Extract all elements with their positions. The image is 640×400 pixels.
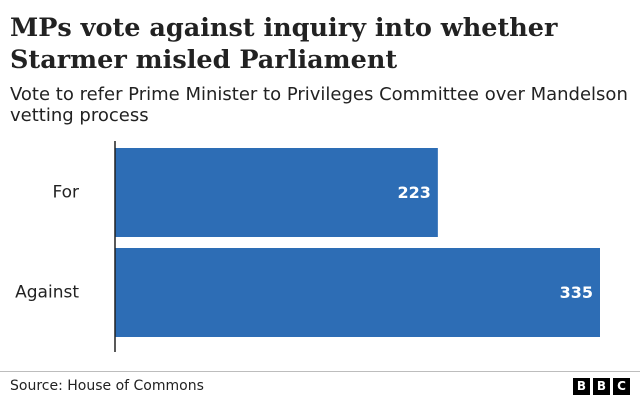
- value-label: 335: [560, 283, 593, 302]
- bar-against: [115, 248, 600, 337]
- bbc-logo: B B C: [573, 378, 630, 395]
- logo-letter: B: [593, 378, 610, 395]
- value-label: 223: [397, 183, 430, 202]
- category-label: For: [52, 183, 79, 203]
- source-note: Source: House of Commons: [10, 378, 204, 394]
- chart-subtitle: Vote to refer Prime Minister to Privileg…: [10, 84, 628, 126]
- footer-divider: [0, 371, 640, 372]
- logo-letter: C: [613, 378, 630, 395]
- category-label: Against: [15, 283, 79, 303]
- logo-letter: B: [573, 378, 590, 395]
- chart-title: MPs vote against inquiry into whether St…: [10, 13, 558, 75]
- bar-for: [115, 148, 438, 237]
